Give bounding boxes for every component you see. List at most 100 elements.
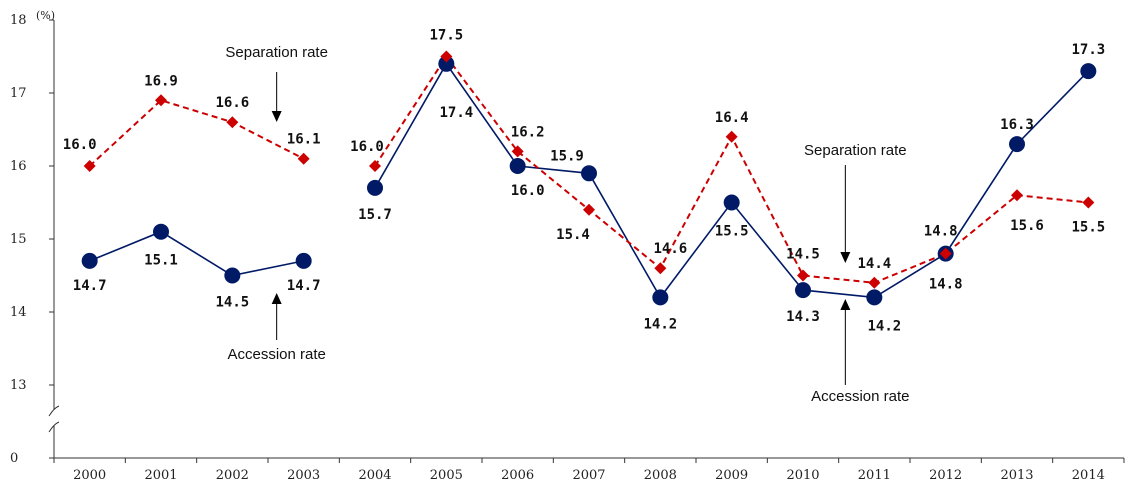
accession-rate-label: 14.2: [643, 316, 677, 332]
separation-rate-label: 14.5: [786, 247, 820, 263]
x-tick-label: 2010: [786, 468, 819, 483]
separation-rate-label: 14.4: [857, 256, 891, 272]
accession-rate-label: 14.3: [786, 309, 820, 325]
axis-break-mark: [48, 421, 60, 433]
annotation-separation-rate: Separation rate: [225, 44, 328, 61]
separation-rate-label: 16.6: [215, 95, 249, 111]
y-tick-label: 13: [10, 378, 27, 393]
accession-rate-label: 14.5: [215, 295, 249, 311]
separation-rate-point: [511, 145, 524, 158]
accession-rate-point: [295, 252, 312, 269]
accession-rate-point: [1009, 136, 1025, 153]
x-tick-label: 2007: [572, 468, 605, 483]
separation-rate-line: [88, 99, 305, 167]
separation-rate-label: 14.6: [653, 241, 687, 257]
accession-rate-point: [509, 158, 526, 174]
x-tick-label: 2004: [358, 468, 391, 483]
annotation-separation-rate: Separation rate: [804, 142, 907, 159]
accession-rate-point: [224, 267, 241, 284]
axis-break-mark: [48, 405, 60, 417]
separation-rate-label: 16.2: [511, 124, 545, 140]
accession-rate-label: 16.0: [511, 183, 545, 199]
separation-rate-point: [226, 116, 239, 129]
x-tick-label: 2000: [73, 468, 106, 483]
axes: 0 13 14 15 16 17 18 (%) 2000 2001 2002 2003 2004 2005…: [10, 9, 1125, 483]
arrow-head: [840, 299, 851, 310]
x-tick-label: 2012: [929, 468, 962, 483]
y-tick-label: 14: [10, 305, 27, 320]
separation-rate-point: [654, 262, 667, 275]
x-tick-label: 2001: [144, 468, 177, 483]
data-labels: 16.0 16.9 16.6 16.1 16.0 17.5 16.2 15.4 14.6 16.4…: [63, 28, 1105, 335]
separation-rate-point: [83, 160, 96, 172]
separation-rate-label: 16.0: [350, 139, 384, 155]
accession-rate-label: 15.9: [550, 148, 584, 164]
accession-rate-label: 17.4: [439, 105, 473, 121]
accession-rate-point: [438, 55, 455, 72]
x-tick-label: 2005: [430, 468, 463, 483]
accession-rate-point: [81, 252, 98, 269]
accession-rate-line: [89, 230, 304, 277]
x-tick-label: 2013: [1000, 468, 1033, 483]
x-tick-label: 2003: [287, 468, 320, 483]
accession-rate-point: [153, 223, 169, 240]
y-unit-label: (%): [36, 9, 55, 22]
x-tick-label: 2002: [216, 468, 249, 483]
separation-rate-label: 15.5: [1071, 220, 1105, 236]
accession-rate-label: 14.2: [867, 318, 901, 334]
separation-rate-point: [297, 152, 310, 165]
separation-rate-label: 15.6: [1010, 218, 1044, 234]
separation-rate-label: 16.0: [63, 137, 97, 153]
separation-rate-point: [369, 160, 381, 172]
separation-rate-label: 14.8: [924, 224, 958, 240]
separation-rate-point: [797, 269, 809, 282]
accession-rate-label: 14.7: [73, 278, 107, 294]
y-tick-label: 16: [10, 159, 27, 174]
accession-rate-label: 15.7: [358, 207, 392, 223]
series-layer: [81, 50, 1097, 306]
separation-rate-point: [1011, 189, 1023, 202]
accession-rate-label: 14.8: [929, 277, 963, 293]
accession-rate-point: [652, 289, 669, 306]
arrow-head: [271, 293, 282, 304]
accession-rate-label: 16.3: [1000, 117, 1034, 133]
x-tick-label: 2008: [644, 468, 677, 483]
separation-rate-label: 15.4: [556, 227, 590, 243]
separation-rate-point: [155, 94, 167, 107]
separation-rate-label: 16.1: [287, 132, 321, 148]
annotation-accession-rate: Accession rate: [227, 346, 325, 363]
separation-rate-point: [1082, 196, 1095, 209]
annotations: Separation rate Accession rate Separation …: [225, 44, 909, 405]
x-tick-label: 2006: [501, 468, 534, 483]
accession-rate-point: [367, 179, 383, 196]
separation-rate-point: [583, 203, 595, 216]
x-tick-label: 2011: [858, 468, 891, 483]
separation-rate-line: [374, 54, 1089, 284]
accession-rate-point: [581, 165, 597, 182]
accession-rate-point: [723, 194, 740, 211]
y-tick-label: 17: [10, 86, 27, 101]
accession-rate-label: 15.1: [144, 253, 178, 269]
accession-rate-label: 14.7: [287, 278, 321, 294]
separation-rate-point: [725, 130, 738, 143]
accession-rate-point: [795, 282, 811, 299]
accession-rate-line: [374, 62, 1089, 299]
accession-rate-point: [866, 289, 883, 306]
y-tick-label: 18: [10, 13, 27, 28]
y-tick-label: 15: [10, 232, 27, 247]
arrow-head: [271, 111, 282, 122]
separation-rate-label: 17.5: [429, 28, 463, 44]
accession-rate-point: [1080, 63, 1097, 80]
y-tick-label: 0: [10, 451, 18, 466]
x-tick-label: 2009: [715, 468, 748, 483]
separation-rate-point: [868, 276, 881, 289]
accession-rate-label: 17.3: [1071, 42, 1105, 58]
arrow-head: [840, 252, 851, 263]
accession-rate-label: 15.5: [715, 224, 749, 240]
annotation-accession-rate: Accession rate: [811, 388, 909, 405]
x-tick-label: 2014: [1072, 468, 1105, 483]
separation-rate-label: 16.4: [715, 110, 749, 126]
separation-rate-point: [939, 247, 952, 260]
separation-rate-label: 16.9: [144, 73, 178, 89]
